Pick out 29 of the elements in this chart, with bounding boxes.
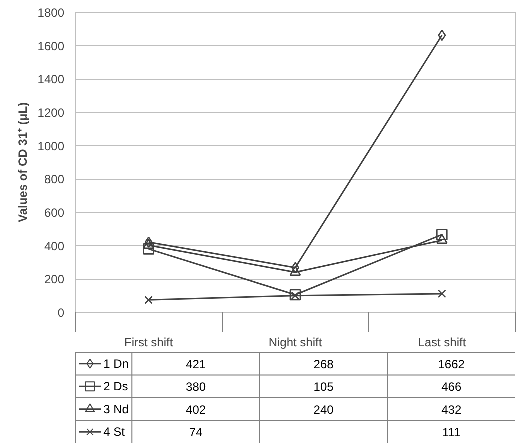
legend-label: 4 St — [104, 425, 126, 440]
data-label: 268 — [314, 357, 334, 372]
y-tick-label: 0 — [58, 306, 65, 320]
data-label: 111 — [442, 426, 462, 440]
x-tick-label: Night shift — [268, 336, 323, 350]
data-label: 466 — [442, 380, 462, 394]
y-tick-label: 1800 — [38, 6, 65, 20]
data-label: 1662 — [438, 357, 466, 372]
y-tick-label: 1400 — [38, 72, 65, 87]
x-tick-label: First shift — [124, 336, 174, 350]
data-label: 240 — [314, 402, 334, 417]
legend-label: 1 Dn — [104, 356, 129, 371]
y-tick-label: 1600 — [38, 39, 65, 54]
data-label: 380 — [186, 380, 206, 394]
data-label: 421 — [186, 357, 206, 372]
y-tick-label: 1200 — [38, 106, 65, 120]
data-label: 74 — [189, 426, 204, 440]
y-axis-title: Values of CD 31⁺ (μL) — [16, 102, 30, 223]
legend-label: 2 Ds — [104, 380, 128, 394]
y-tick-label: 600 — [44, 206, 65, 220]
data-label: 432 — [442, 402, 462, 417]
y-tick-label: 400 — [44, 239, 65, 254]
data-label: 402 — [186, 402, 206, 417]
x-tick-label: Last shift — [418, 336, 467, 350]
data-label: 105 — [314, 380, 334, 394]
legend-label: 3 Nd — [104, 402, 129, 416]
y-tick-label: 800 — [44, 172, 65, 187]
y-tick-label: 1000 — [38, 139, 65, 154]
y-tick-label: 200 — [44, 272, 65, 287]
